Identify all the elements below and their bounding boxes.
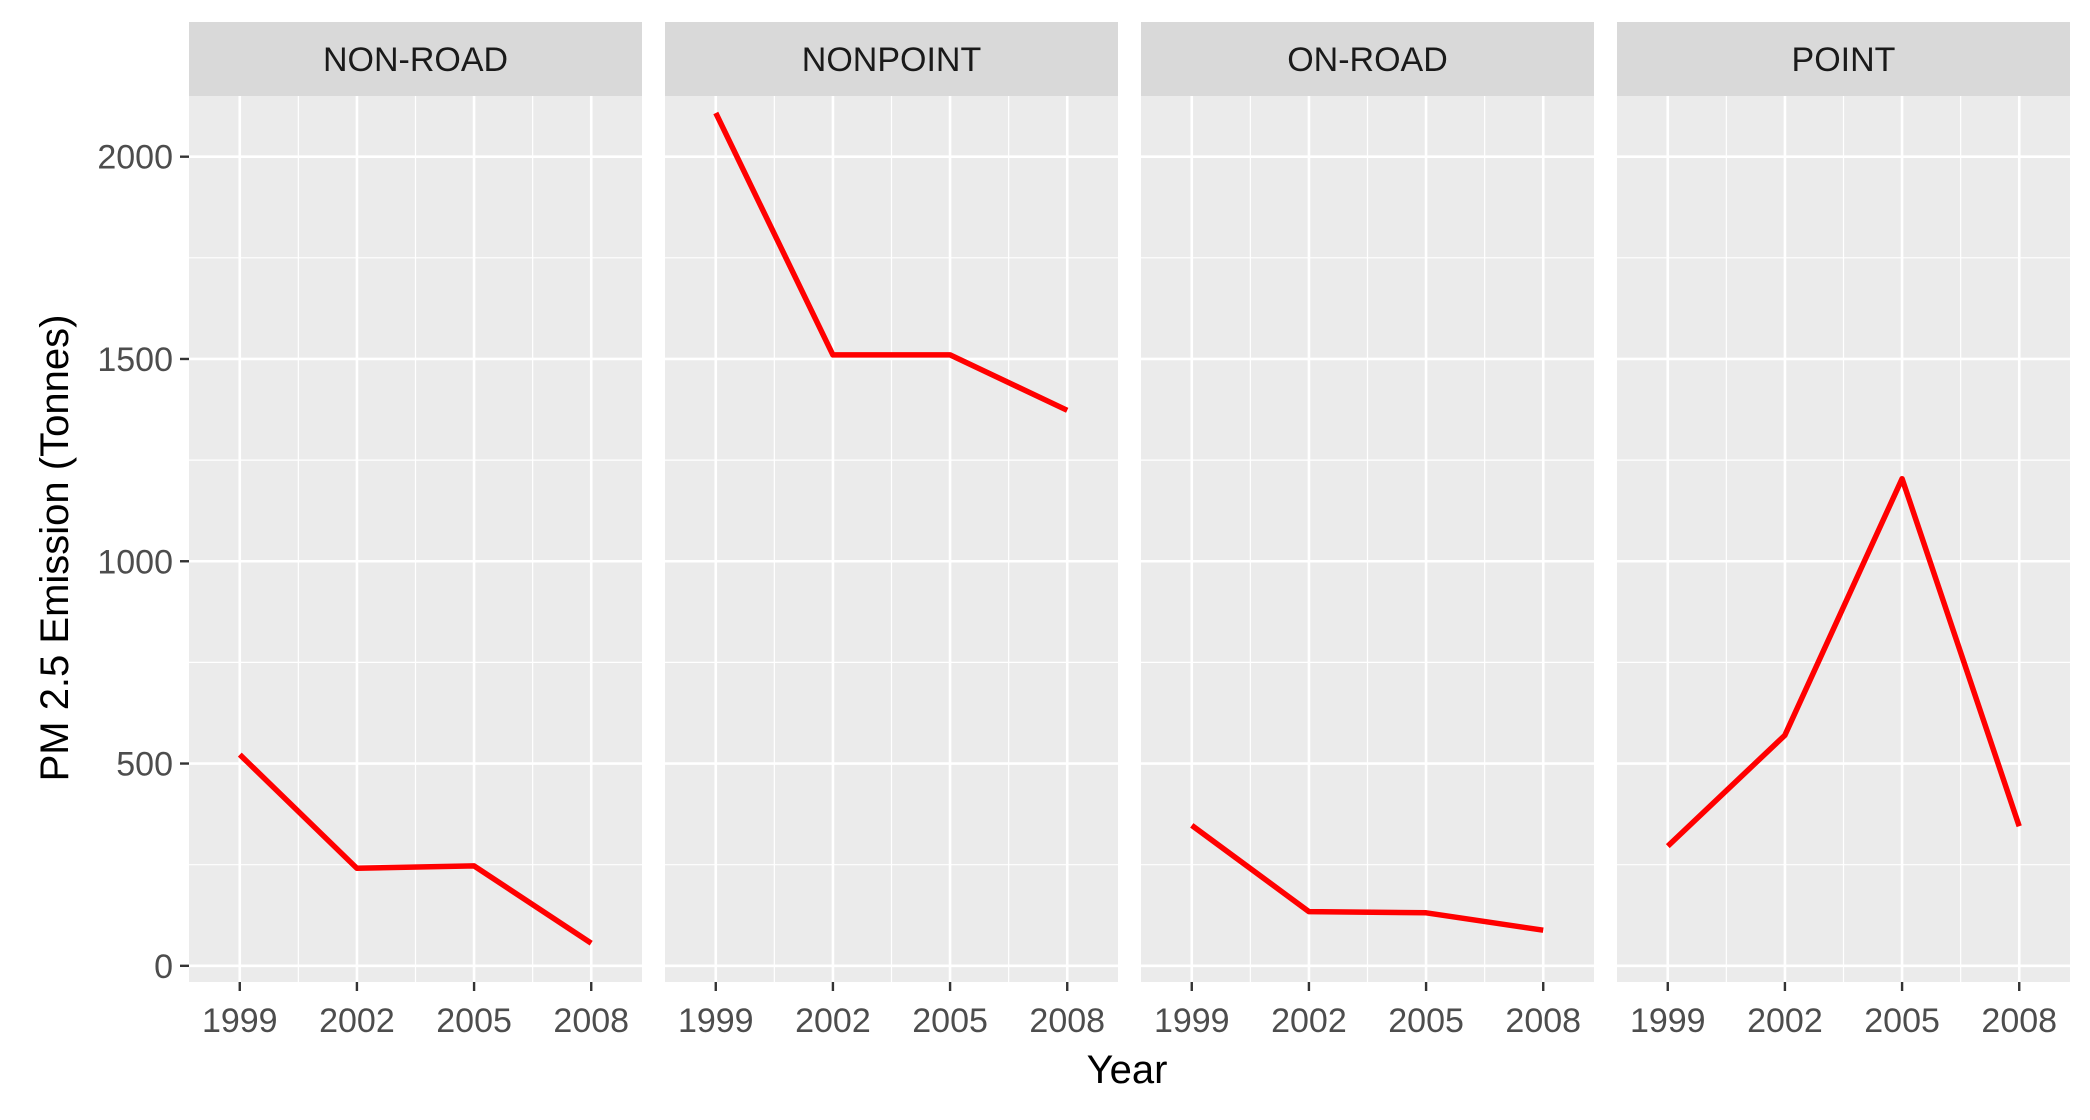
facet-panel-on-road: ON-ROAD 1999 2002 2005 2008 bbox=[1141, 22, 1594, 1040]
x-tick-label: 2005 bbox=[436, 1002, 512, 1040]
x-tick-label: 1999 bbox=[202, 1002, 278, 1040]
x-tick-label: 2005 bbox=[912, 1002, 988, 1040]
x-tick-label: 1999 bbox=[1630, 1002, 1706, 1040]
x-tick-label: 2008 bbox=[1981, 1002, 2057, 1040]
facet-strip-label: NONPOINT bbox=[802, 41, 981, 79]
y-tick-label: 500 bbox=[116, 746, 173, 784]
y-tick-label: 2000 bbox=[97, 139, 173, 177]
x-tick-label: 2008 bbox=[553, 1002, 629, 1040]
y-tick-label: 0 bbox=[154, 948, 173, 986]
facet-strip-label: ON-ROAD bbox=[1287, 41, 1448, 79]
facet-strip-label: POINT bbox=[1792, 41, 1896, 79]
x-tick-label: 2002 bbox=[795, 1002, 871, 1040]
facet-strip-label: NON-ROAD bbox=[323, 41, 508, 79]
x-tick-label: 2005 bbox=[1864, 1002, 1940, 1040]
x-tick-label: 1999 bbox=[1154, 1002, 1230, 1040]
x-tick-label: 2008 bbox=[1505, 1002, 1581, 1040]
x-axis-title: Year bbox=[1087, 1048, 1168, 1092]
x-tick-label: 2008 bbox=[1029, 1002, 1105, 1040]
facet-panel-nonpoint: NONPOINT 1999 2002 2005 2008 bbox=[665, 22, 1118, 1040]
x-tick-label: 2002 bbox=[319, 1002, 395, 1040]
y-axis-title: PM 2.5 Emission (Tonnes) bbox=[33, 315, 77, 782]
x-tick-label: 2002 bbox=[1271, 1002, 1347, 1040]
x-tick-label: 2005 bbox=[1388, 1002, 1464, 1040]
facet-panel-point: POINT 1999 2002 2005 2008 bbox=[1617, 22, 2070, 1040]
facet-panel-non-road: NON-ROAD 1999 2002 2005 2008 bbox=[189, 22, 642, 1040]
y-tick-label: 1000 bbox=[97, 543, 173, 581]
y-tick-label: 1500 bbox=[97, 341, 173, 379]
x-tick-label: 1999 bbox=[678, 1002, 754, 1040]
x-tick-label: 2002 bbox=[1747, 1002, 1823, 1040]
